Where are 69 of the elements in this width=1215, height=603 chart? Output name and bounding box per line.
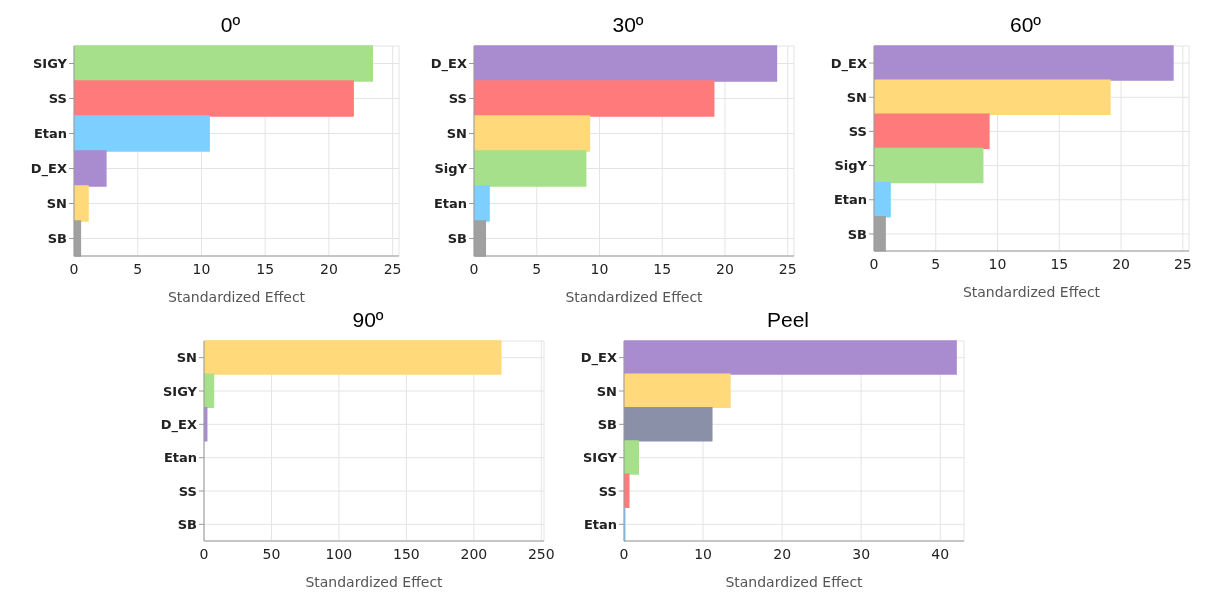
x-tick-label: 15: [1050, 255, 1069, 272]
y-tick-label: SB: [847, 226, 867, 242]
x-tick-label: 10: [192, 260, 211, 277]
x-tick-label: 40: [931, 545, 950, 562]
x-tick-label: 0: [869, 255, 879, 272]
chart-title: 30º: [611, 12, 645, 38]
x-axis-title: Standardized Effect: [167, 289, 306, 305]
y-tick-label: D_EX: [160, 416, 197, 433]
y-tick-label: SN: [846, 89, 867, 105]
x-tick-label: 0: [199, 545, 209, 562]
chart-title: 60º: [1009, 12, 1042, 38]
x-tick-label: 150: [393, 545, 420, 562]
y-tick-label: SB: [447, 231, 467, 247]
x-tick-label: 20: [716, 260, 734, 277]
chart-title: 90º: [352, 308, 384, 331]
y-tick-label: SIGY: [583, 450, 618, 466]
y-tick-label: SigY: [834, 158, 868, 174]
x-tick-label: 10: [988, 255, 1007, 272]
chart-title: Peel: [766, 308, 810, 331]
x-axis-title: Standardized Effect: [962, 284, 1101, 300]
y-tick-label: Etan: [163, 450, 197, 466]
x-tick-label: 5: [532, 260, 542, 277]
y-tick-label: SS: [48, 91, 67, 107]
y-tick-label: SN: [596, 383, 617, 399]
x-tick-label: 10: [694, 545, 712, 562]
x-axis-title: Standardized Effect: [565, 289, 704, 305]
x-tick-label: 50: [262, 545, 281, 562]
x-tick-label: 25: [1173, 255, 1192, 272]
y-tick-label: SN: [446, 126, 467, 142]
y-tick-label: Etan: [33, 126, 67, 142]
y-tick-label: D_EX: [430, 56, 467, 73]
x-tick-label: 5: [931, 255, 941, 272]
y-tick-label: SS: [598, 483, 617, 499]
chart-title: 0º: [219, 12, 242, 38]
x-tick-label: 250: [527, 545, 555, 562]
x-tick-label: 0: [619, 545, 629, 562]
x-tick-label: 0: [69, 260, 79, 277]
x-tick-label: 15: [653, 260, 672, 277]
x-tick-label: 20: [319, 260, 338, 277]
y-tick-label: SS: [848, 124, 867, 140]
x-tick-label: 25: [383, 260, 402, 277]
x-tick-label: 30: [852, 545, 871, 562]
y-tick-label: SigY: [434, 161, 468, 177]
y-tick-label: SB: [177, 516, 197, 532]
y-tick-label: SN: [46, 196, 67, 212]
x-tick-label: 200: [460, 545, 488, 562]
x-axis-title: Standardized Effect: [305, 574, 444, 590]
x-tick-label: 20: [773, 545, 792, 562]
x-tick-label: 25: [778, 260, 797, 277]
y-tick-label: Etan: [833, 192, 867, 208]
y-tick-label: SN: [176, 350, 197, 366]
y-tick-label: D_EX: [580, 350, 617, 367]
y-tick-label: Etan: [433, 196, 467, 212]
y-tick-label: SIGY: [163, 383, 198, 399]
y-tick-label: SS: [178, 483, 197, 499]
y-tick-label: Etan: [583, 516, 617, 532]
x-tick-label: 0: [469, 260, 479, 277]
x-tick-label: 15: [256, 260, 275, 277]
y-tick-label: SS: [448, 91, 467, 107]
x-tick-label: 5: [133, 260, 143, 277]
y-tick-label: D_EX: [30, 161, 67, 178]
y-tick-label: SB: [47, 231, 67, 247]
x-tick-label: 100: [325, 545, 353, 562]
x-tick-label: 10: [590, 260, 609, 277]
x-tick-label: 20: [1112, 255, 1130, 272]
y-tick-label: SIGY: [33, 56, 68, 72]
y-tick-label: D_EX: [830, 55, 867, 72]
y-tick-label: SB: [597, 416, 617, 432]
x-axis-title: Standardized Effect: [725, 574, 864, 590]
